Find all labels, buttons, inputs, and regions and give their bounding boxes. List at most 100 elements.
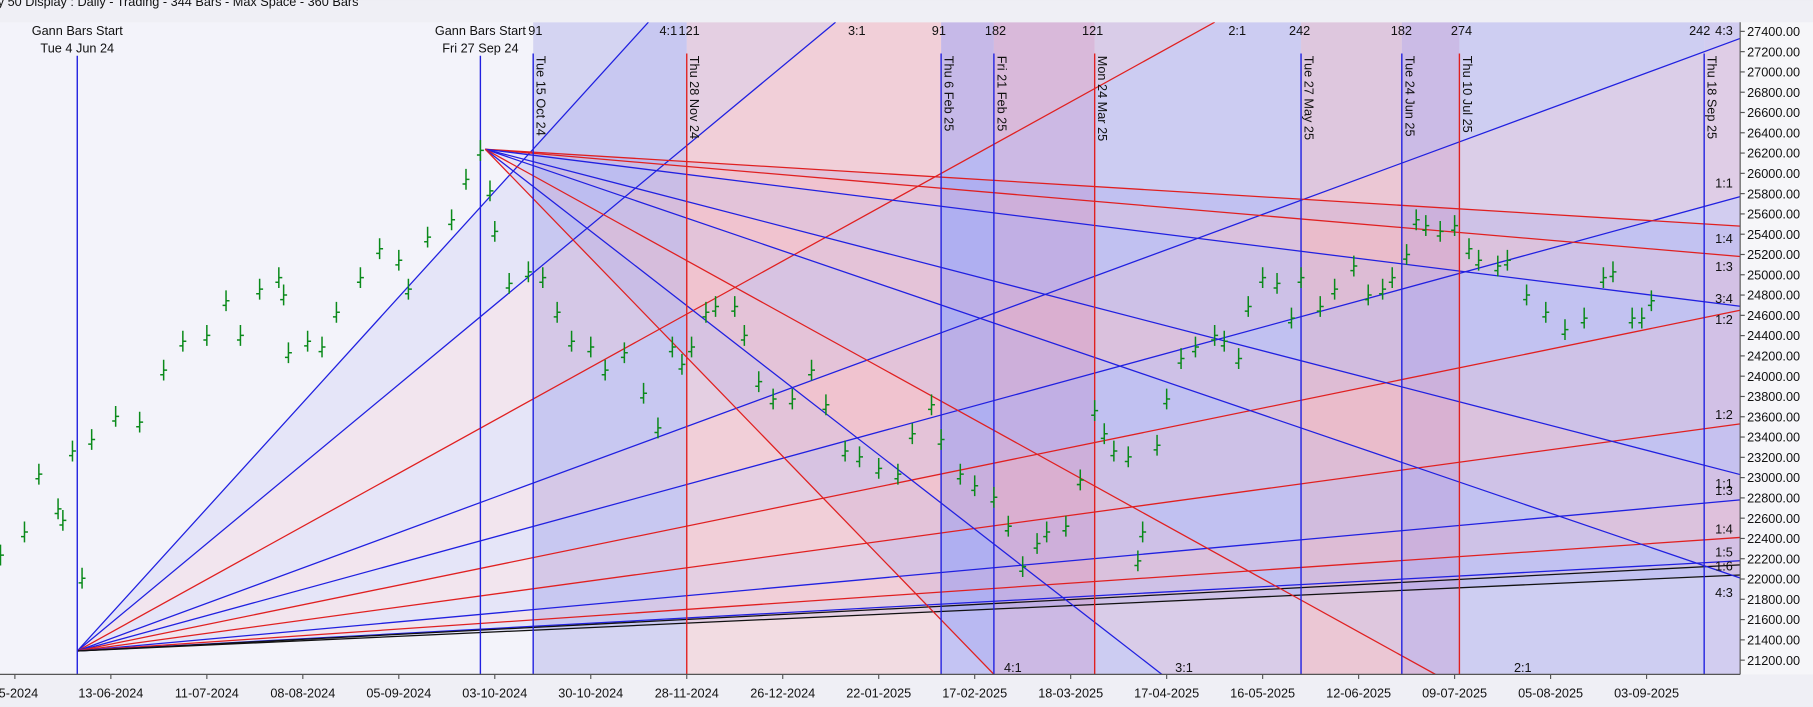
y-tick-label: 23800.00: [1747, 389, 1800, 404]
fan-line: [484, 148, 1163, 675]
price-bar: [1647, 290, 1655, 312]
top-label: 242: [1689, 23, 1710, 38]
top-label: 91: [528, 23, 542, 38]
fan-fill: [77, 22, 1741, 652]
price-bar: [1422, 215, 1430, 236]
price-bar: [568, 330, 576, 352]
y-tick-label: 23000.00: [1747, 470, 1800, 485]
price-bar: [668, 336, 676, 358]
price-bar: [731, 296, 739, 317]
price-bar: [1273, 272, 1281, 294]
start-date: Fri 27 Sep 24: [442, 40, 518, 55]
top-label: 91: [932, 23, 946, 38]
price-bar: [654, 417, 662, 439]
y-tick-label: 25400.00: [1747, 227, 1800, 242]
price-bar: [587, 336, 595, 358]
price-bar: [971, 475, 979, 497]
vertical-label: Tue 24 Jun 25: [1402, 56, 1417, 137]
price-bar: [1451, 215, 1459, 236]
y-tick-label: 27400.00: [1747, 24, 1800, 39]
fan-line: [77, 560, 1741, 652]
x-tick-label: 12-06-2025: [1326, 685, 1391, 700]
price-bar: [688, 336, 696, 358]
x-tick-label: 05-09-2024: [366, 685, 431, 700]
fan-line: [77, 564, 1741, 652]
vertical-label: Thu 6 Feb 25: [942, 56, 957, 132]
top-label: 182: [1391, 23, 1412, 38]
top-label: 121: [1082, 23, 1103, 38]
y-tick-label: 21600.00: [1747, 612, 1800, 627]
price-bar: [1388, 267, 1396, 289]
fan-line: [77, 37, 1741, 652]
price-bar: [1259, 267, 1267, 289]
fan-line: [484, 148, 1436, 675]
price-bar: [640, 382, 648, 404]
price-bar: [448, 209, 456, 231]
price-bar: [112, 405, 120, 427]
bottom-label: 2:1: [1514, 660, 1532, 675]
y-tick-label: 27200.00: [1747, 44, 1800, 59]
x-tick-label: 17-04-2025: [1134, 685, 1199, 700]
x-tick-label: 09-07-2025: [1422, 685, 1487, 700]
price-bar: [553, 301, 561, 323]
price-bar: [376, 238, 384, 260]
axes: 21200.00 21400.00 21600.00 21800.00 22000.00…: [0, 24, 1800, 700]
price-bar: [1316, 296, 1324, 317]
vertical-label: Mon 24 Mar 25: [1095, 56, 1110, 141]
x-tick-label: 28-11-2024: [655, 685, 719, 700]
header: y 50 Display : Daily - Trading - 344 Bar…: [0, 0, 358, 9]
price-bar: [769, 388, 777, 410]
price-bar: [59, 509, 67, 531]
y-tick-label: 25600.00: [1747, 207, 1800, 222]
top-label: 121: [679, 23, 700, 38]
band: [1401, 22, 1460, 675]
y-tick-label: 23400.00: [1747, 430, 1800, 445]
price-bar: [486, 180, 494, 202]
price-bar: [1297, 267, 1305, 289]
price-bar: [702, 301, 710, 323]
x-tick-label: 03-10-2024: [462, 685, 527, 700]
price-bar: [275, 267, 283, 289]
fan-line: [484, 148, 1741, 579]
y-tick-label: 26800.00: [1747, 85, 1800, 100]
price-bar: [1244, 296, 1252, 317]
bottom-label: 3:1: [1175, 660, 1193, 675]
right-label: 1:4: [1715, 231, 1733, 246]
right-label: 4:3: [1715, 585, 1733, 600]
price-bar: [1465, 238, 1473, 260]
labels: Gann Bars Start Tue 4 Jun 24 Gann Bars Sta…: [32, 23, 1733, 675]
price-bar: [740, 325, 748, 346]
bottom-label: 4:1: [1004, 660, 1022, 675]
price-bar: [1211, 325, 1219, 346]
fan-line: [77, 309, 1741, 652]
y-tick-label: 26600.00: [1747, 105, 1800, 120]
price-bar: [54, 498, 62, 520]
y-tick-label: 25800.00: [1747, 186, 1800, 201]
y-tick-label: 25000.00: [1747, 267, 1800, 282]
fan-line: [77, 423, 1741, 652]
y-tick-label: 21200.00: [1747, 653, 1800, 668]
price-bar: [1412, 209, 1420, 231]
band: [1094, 22, 1302, 675]
price-bar: [1561, 319, 1569, 341]
price-bar: [491, 220, 499, 242]
vertical-label: Thu 18 Sep 25: [1705, 56, 1720, 139]
y-tick-label: 27000.00: [1747, 65, 1800, 80]
x-tick-label: 05-2024: [0, 685, 38, 700]
right-label: 1:1: [1715, 476, 1733, 491]
price-bar: [1062, 515, 1070, 537]
y-tick-label: 26400.00: [1747, 125, 1800, 140]
y-tick-label: 22200.00: [1747, 551, 1800, 566]
price-bar: [788, 388, 796, 410]
price-bar: [1100, 423, 1108, 445]
price-bar: [1191, 336, 1199, 358]
y-tick-label: 24600.00: [1747, 308, 1800, 323]
fan-line: [76, 22, 1215, 652]
y-tick-label: 24400.00: [1747, 328, 1800, 343]
fan-lines: [76, 22, 1741, 675]
price-bar: [1475, 249, 1483, 271]
top-label: 242: [1289, 23, 1310, 38]
band: [533, 22, 687, 675]
y-tick-label: 26200.00: [1747, 146, 1800, 161]
price-bar: [1033, 533, 1041, 554]
